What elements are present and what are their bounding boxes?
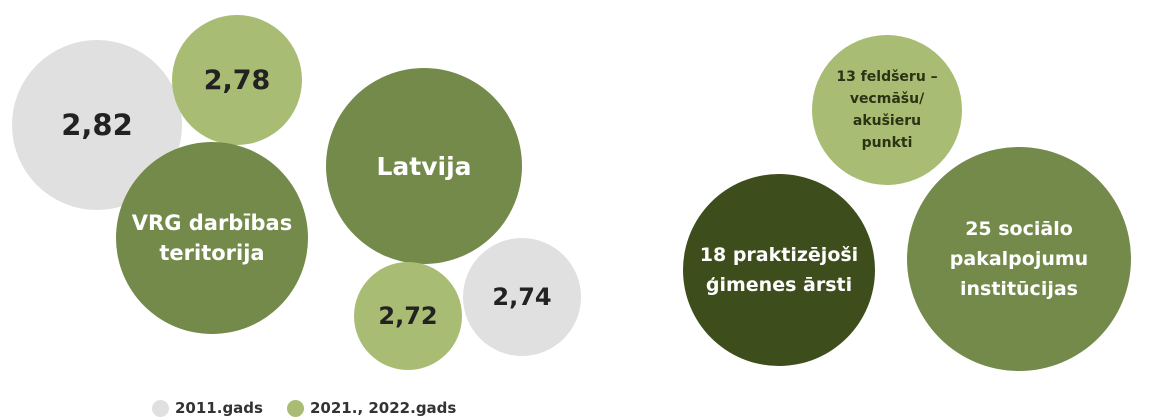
legend-label: 2011.gads	[175, 399, 263, 417]
bubble-value-label: 2,78	[203, 64, 271, 96]
bubble-social-institutions: 25 sociālo pakalpojumu institūcijas	[907, 147, 1131, 371]
bubble-2022-latvija: 2,72	[354, 262, 462, 370]
bubble-label: 18 praktizējoši ģimenes ārsti	[699, 244, 859, 296]
bubble-value-label: 2,72	[378, 302, 438, 330]
legend-label: 2021., 2022.gads	[310, 399, 457, 417]
legend-item-2011: 2011.gads	[152, 399, 263, 417]
bubble-2022-vrg: 2,78	[172, 15, 302, 145]
bubble-vrg-territory: VRG darbības teritorija	[116, 142, 308, 334]
bubble-value-label: 2,82	[61, 108, 133, 142]
bubble-label: 25 sociālo pakalpojumu institūcijas	[949, 218, 1089, 300]
bubble-2011-latvija: 2,74	[463, 238, 581, 356]
bubble-2011-vrg: 2,82	[12, 40, 182, 210]
bubble-value-label: 2,74	[492, 283, 552, 311]
legend-item-2021-2022: 2021., 2022.gads	[287, 399, 456, 417]
bubble-label: 13 feldšeru – vecmāšu/ akušieru punkti	[836, 69, 938, 151]
bubble-feldsher-points: 13 feldšeru – vecmāšu/ akušieru punkti	[812, 35, 962, 185]
bubble-group-label: Latvija	[376, 151, 472, 181]
legend-swatch-gray	[152, 399, 169, 417]
legend-swatch-green	[287, 399, 304, 417]
bubble-latvija: Latvija	[326, 68, 522, 264]
bubble-family-doctors: 18 praktizējoši ģimenes ārsti	[683, 174, 875, 366]
bubble-group-label: VRG darbības teritorija	[131, 211, 293, 265]
